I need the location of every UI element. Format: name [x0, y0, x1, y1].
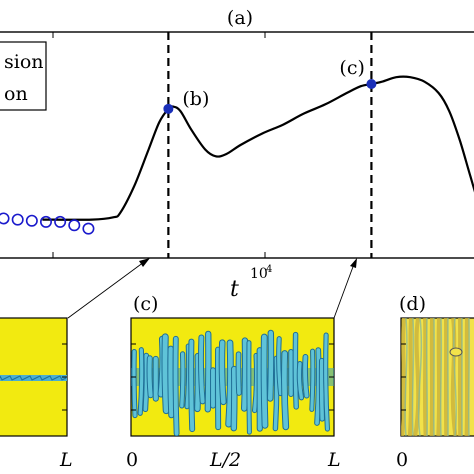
- circle-point: [39, 215, 52, 228]
- x-exponent-power: 4: [266, 264, 272, 275]
- circle-point: [82, 222, 95, 235]
- inset-c-label: (c): [133, 293, 158, 315]
- plot-frame: [0, 31, 474, 259]
- event-marker: [163, 103, 174, 114]
- arrow-to-inset-b: [67, 261, 145, 319]
- inset-arrows: [67, 258, 357, 319]
- series-line-main: [42, 75, 474, 221]
- circle-point: [68, 219, 81, 232]
- x-axis-label: t: [230, 277, 239, 302]
- x-ticks: [52, 32, 266, 258]
- event-lines: [167, 32, 373, 258]
- circle-point: [11, 213, 24, 226]
- arrowhead-b: [139, 258, 150, 267]
- arrow-to-inset-c: [333, 263, 355, 319]
- inset-b: L: [0, 317, 73, 471]
- circle-point: [0, 212, 10, 225]
- inset-c-ticks: [131, 343, 334, 411]
- inset-b-tick-L: L: [59, 449, 73, 471]
- event-markers: [163, 78, 377, 114]
- circle-point: [54, 215, 67, 228]
- inset-c-tick-L2: L/2: [209, 449, 241, 471]
- inset-c-pattern: [131, 329, 334, 436]
- inset-b-pattern: [0, 375, 67, 381]
- inset-d: (d) 0: [396, 293, 474, 471]
- legend-entry-1: sion: [4, 51, 44, 73]
- inset-d-ticks: [401, 343, 406, 411]
- legend-box: [0, 41, 47, 111]
- inset-c-tick-0: 0: [126, 449, 138, 471]
- inset-b-ticks: [62, 343, 67, 411]
- x-exponent-base: 10: [250, 266, 268, 282]
- event-label: (b): [182, 88, 209, 110]
- inset-d-pattern: [401, 318, 470, 436]
- inset-c-tick-L: L: [327, 449, 341, 471]
- series-circles: [0, 212, 95, 235]
- panel-label-a: (a): [227, 7, 253, 29]
- legend: sion on: [0, 41, 47, 111]
- arrowhead-c: [350, 258, 357, 268]
- legend-entry-2: on: [4, 83, 28, 105]
- event-labels: (b) (c): [182, 57, 365, 110]
- event-marker: [366, 78, 377, 89]
- inset-c: (c) 0 L/2 L: [126, 293, 341, 471]
- circle-point: [25, 214, 38, 227]
- inset-d-tick-0: 0: [396, 449, 408, 471]
- main-plot: (a) (b) (c) sion on t 10 4: [0, 7, 474, 302]
- event-label: (c): [339, 57, 364, 79]
- inset-d-label: (d): [399, 293, 426, 315]
